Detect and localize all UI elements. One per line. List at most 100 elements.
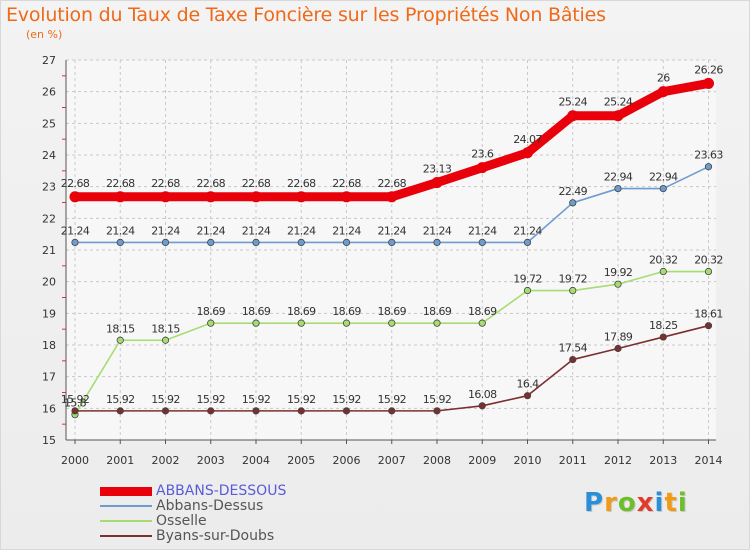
data-point-abbans-dessous xyxy=(160,191,171,203)
data-label-abbans-dessous: 22.68 xyxy=(197,177,226,190)
data-point-abbans-dessous xyxy=(205,191,217,203)
data-label-abbans-dessous: 22.68 xyxy=(242,177,271,190)
data-point-byans-sur-doubs xyxy=(116,407,124,415)
logo-letter: P xyxy=(584,488,605,518)
data-label-byans-sur-doubs: 16.08 xyxy=(468,388,497,401)
data-label-osselle: 18.69 xyxy=(332,305,361,318)
data-label-abbans-dessus: 22.94 xyxy=(649,171,678,184)
data-point-abbans-dessus xyxy=(161,238,170,246)
data-point-abbans-dessus xyxy=(116,238,124,246)
chart-subtitle: (en %) xyxy=(26,28,63,41)
data-point-abbans-dessus xyxy=(388,238,396,246)
data-label-layer: 22.68 22.68 22.68 22.68 22.68 22.68 22.68 22.68… xyxy=(61,63,724,409)
y-tick-label: 20 xyxy=(42,276,56,289)
data-label-osselle: 18.69 xyxy=(378,305,407,318)
legend-item-abbans-dessus: Abbans-Dessus xyxy=(100,499,340,514)
data-label-osselle: 15.8 xyxy=(64,397,87,410)
data-label-byans-sur-doubs: 15.92 xyxy=(332,393,361,406)
data-point-abbans-dessous xyxy=(703,77,714,89)
data-label-abbans-dessous: 24.07 xyxy=(513,133,542,146)
data-label-osselle: 20.32 xyxy=(694,254,723,267)
data-label-abbans-dessous: 25.24 xyxy=(559,96,588,109)
data-point-abbans-dessous xyxy=(612,110,624,122)
y-tick-label: 25 xyxy=(42,117,56,130)
data-point-byans-sur-doubs xyxy=(614,344,622,353)
data-point-abbans-dessous xyxy=(522,147,533,159)
logo-letter: i xyxy=(654,488,665,518)
data-label-abbans-dessus: 21.24 xyxy=(423,224,452,237)
data-label-abbans-dessous: 23.13 xyxy=(423,163,452,176)
y-tick-label: 24 xyxy=(42,149,56,162)
legend-swatch xyxy=(100,487,152,496)
data-label-abbans-dessus: 21.24 xyxy=(106,224,135,237)
data-label-osselle: 18.69 xyxy=(287,305,316,318)
data-point-byans-sur-doubs xyxy=(523,392,532,400)
data-point-abbans-dessus xyxy=(342,238,351,246)
data-label-abbans-dessous: 26 xyxy=(657,72,670,85)
data-label-abbans-dessus: 21.24 xyxy=(332,224,361,237)
data-label-byans-sur-doubs: 15.92 xyxy=(61,393,90,406)
data-point-abbans-dessous xyxy=(69,191,81,203)
y-tick-label: 18 xyxy=(42,339,56,352)
data-point-osselle xyxy=(478,319,486,327)
data-label-abbans-dessus: 22.94 xyxy=(604,171,633,184)
x-tick-label: 2012 xyxy=(604,454,632,467)
data-point-osselle xyxy=(161,336,170,344)
data-point-byans-sur-doubs xyxy=(388,407,396,415)
data-label-byans-sur-doubs: 17.54 xyxy=(559,342,588,355)
data-point-abbans-dessus xyxy=(478,238,486,246)
data-point-osselle xyxy=(297,319,305,327)
data-label-byans-sur-doubs: 15.92 xyxy=(242,393,271,406)
logo-letter: x xyxy=(636,488,655,518)
data-point-abbans-dessus xyxy=(523,238,532,246)
data-label-byans-sur-doubs: 15.92 xyxy=(287,393,316,406)
legend-item-abbans-dessous: ABBANS-DESSOUS xyxy=(100,484,340,499)
data-point-osselle xyxy=(659,267,667,276)
data-point-byans-sur-doubs xyxy=(207,407,215,415)
chart-title: Evolution du Taux de Taxe Foncière sur l… xyxy=(6,4,606,26)
data-point-byans-sur-doubs xyxy=(704,322,713,330)
data-label-byans-sur-doubs: 15.92 xyxy=(197,393,226,406)
data-label-osselle: 19.92 xyxy=(604,266,633,279)
y-tick-label: 17 xyxy=(42,371,56,384)
data-point-osselle xyxy=(207,319,215,327)
data-label-abbans-dessous: 25.24 xyxy=(604,96,633,109)
data-point-osselle xyxy=(252,319,260,327)
data-label-osselle: 18.69 xyxy=(197,305,226,318)
data-label-osselle: 18.69 xyxy=(423,305,452,318)
data-point-abbans-dessous xyxy=(114,191,126,203)
x-tick-label: 2004 xyxy=(242,454,270,467)
legend-swatch xyxy=(100,535,152,537)
data-point-abbans-dessus xyxy=(704,163,713,171)
data-label-abbans-dessus: 21.24 xyxy=(151,224,180,237)
legend-swatch xyxy=(100,505,152,507)
y-tick-label: 15 xyxy=(42,434,56,447)
data-label-byans-sur-doubs: 18.61 xyxy=(694,308,723,321)
x-tick-label: 2001 xyxy=(106,454,134,467)
x-tick-label: 2000 xyxy=(61,454,89,467)
x-tick-label: 2006 xyxy=(333,454,361,467)
legend-item-byans-sur-doubs: Byans-sur-Doubs xyxy=(100,529,340,544)
y-tick-label: 26 xyxy=(42,86,56,99)
logo-letter: t xyxy=(664,488,678,518)
data-point-byans-sur-doubs xyxy=(478,402,486,410)
data-label-abbans-dessous: 23.6 xyxy=(471,148,494,161)
x-tick-label: 2007 xyxy=(378,454,406,467)
legend-label: Osselle xyxy=(156,513,207,529)
logo-letter: o xyxy=(617,488,637,518)
data-point-byans-sur-doubs xyxy=(252,407,260,415)
y-tick-label: 27 xyxy=(42,54,56,67)
data-label-osselle: 19.72 xyxy=(559,273,588,286)
proxiti-logo: Proxiti xyxy=(584,488,688,518)
legend-label: Byans-sur-Doubs xyxy=(156,528,275,544)
data-label-abbans-dessous: 22.68 xyxy=(287,177,316,190)
data-label-byans-sur-doubs: 16.4 xyxy=(516,378,539,391)
legend-label: ABBANS-DESSOUS xyxy=(156,483,287,499)
data-point-osselle xyxy=(523,286,532,295)
data-point-abbans-dessous xyxy=(386,191,398,203)
data-label-byans-sur-doubs: 15.92 xyxy=(423,393,452,406)
grid-layer xyxy=(66,59,716,441)
data-label-abbans-dessous: 22.68 xyxy=(61,177,90,190)
data-label-abbans-dessous: 22.68 xyxy=(106,177,135,190)
legend-item-osselle: Osselle xyxy=(100,514,340,529)
